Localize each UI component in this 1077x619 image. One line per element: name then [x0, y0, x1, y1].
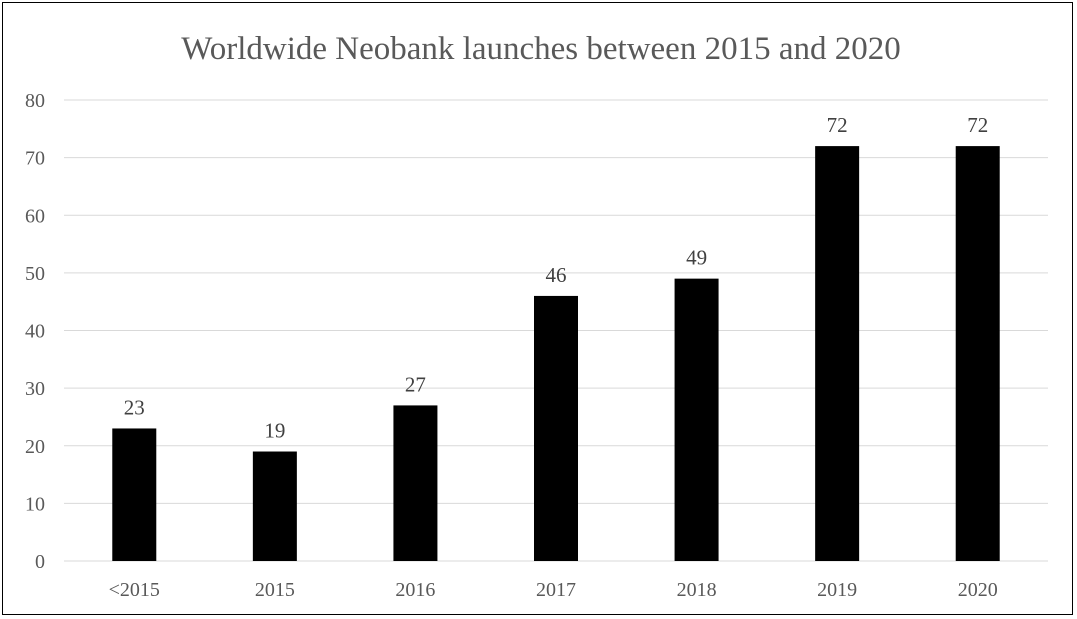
bar: [252, 451, 297, 561]
y-tick-label: 60: [25, 205, 45, 227]
y-tick-label: 80: [25, 90, 45, 112]
y-tick-label: 0: [35, 551, 45, 573]
bar: [674, 278, 719, 561]
bar-data-label: 27: [405, 372, 426, 396]
bar-data-label: 72: [967, 113, 988, 137]
bar: [112, 428, 157, 561]
y-axis-tick-labels: 0 10 20 30 40 50 60 70 80: [25, 90, 45, 573]
bars: [112, 146, 1000, 561]
y-tick-label: 20: [25, 436, 45, 458]
x-tick-label: 2018: [677, 579, 717, 601]
bar-data-label: 19: [264, 419, 285, 443]
bar-data-label: 49: [686, 246, 707, 270]
chart-title: Worldwide Neobank launches between 2015 …: [181, 31, 900, 67]
bar: [815, 146, 860, 561]
bar: [955, 146, 1000, 561]
y-tick-label: 10: [25, 493, 45, 515]
x-tick-label: 2015: [255, 579, 295, 601]
x-tick-label: 2017: [536, 579, 576, 601]
bar: [534, 295, 578, 561]
x-tick-label: 2019: [817, 579, 857, 601]
data-labels: 23 19 27 46 49 72 72: [124, 113, 988, 442]
y-tick-label: 50: [25, 263, 45, 285]
x-tick-label: 2016: [395, 579, 435, 601]
y-tick-label: 70: [25, 148, 45, 170]
y-tick-label: 40: [25, 321, 45, 343]
x-tick-label: 2020: [958, 579, 998, 601]
bar-data-label: 23: [124, 395, 145, 419]
x-axis-tick-labels: <2015 2015 2016 2017 2018 2019 2020: [109, 579, 998, 601]
bar-data-label: 46: [546, 263, 567, 287]
bar-chart: Worldwide Neobank launches between 2015 …: [25, 31, 1048, 601]
y-tick-label: 30: [25, 378, 45, 400]
bar-data-label: 72: [827, 113, 848, 137]
x-tick-label: <2015: [109, 579, 160, 601]
bar: [393, 405, 438, 561]
